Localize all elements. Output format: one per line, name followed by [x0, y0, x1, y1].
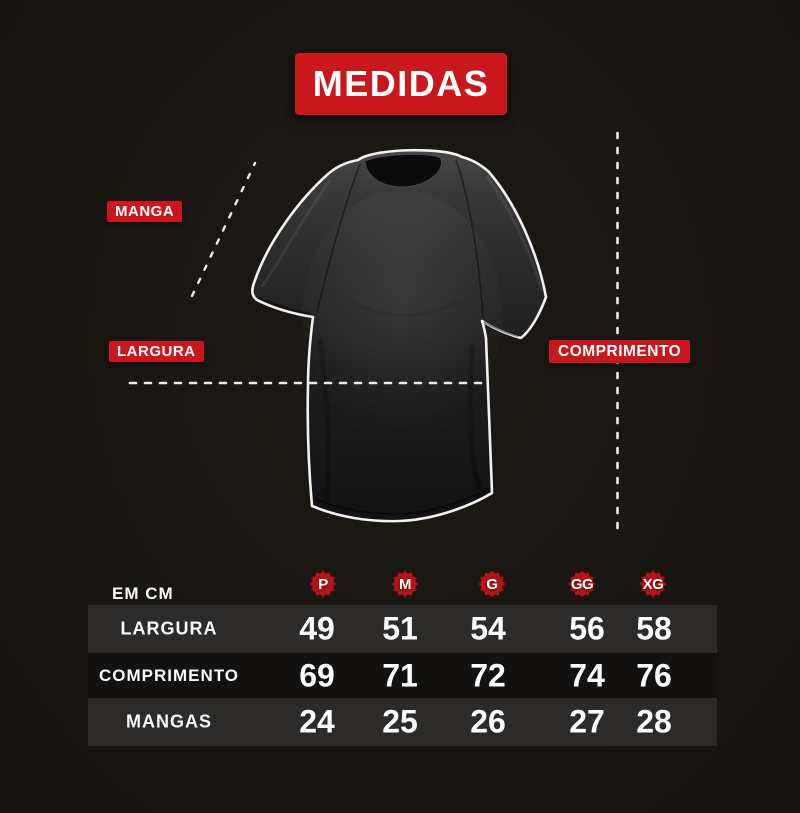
measurement-cell: 72: [470, 657, 506, 693]
measurement-cell: 76: [636, 657, 672, 693]
measurement-cell: 25: [382, 703, 418, 740]
measurement-cell: 56: [569, 610, 605, 647]
manga-label-badge: MANGA: [107, 201, 183, 222]
row-label: LARGURA: [120, 618, 218, 639]
measurement-cell: 69: [299, 657, 335, 693]
measurement-cell: 49: [299, 610, 335, 647]
size-seal-letter: G: [486, 575, 498, 593]
row-label: MANGAS: [126, 711, 212, 732]
collar-opening: [364, 153, 443, 188]
tshirt-illustration: [251, 148, 548, 523]
size-seal-gg: GG: [567, 569, 597, 599]
measurement-cell: 54: [470, 610, 506, 647]
title-badge: MEDIDAS: [295, 53, 507, 115]
seal-rosette-icon: [309, 570, 337, 598]
size-seal-xg: XG: [638, 569, 668, 599]
measurement-cell: 26: [470, 703, 506, 740]
seal-rosette-icon: [639, 570, 667, 598]
measurement-cell: 51: [382, 610, 418, 647]
measurement-row-comprimento: COMPRIMENTO 69 71 72 74 76: [88, 653, 717, 698]
seal-rosette-icon: [478, 570, 506, 598]
measurement-cell: 58: [636, 610, 672, 647]
size-seal-letter: P: [318, 575, 328, 593]
seal-rosette-icon: [568, 570, 596, 598]
measurement-cell: 74: [569, 657, 605, 693]
seal-rosette-icon: [391, 570, 419, 598]
comprimento-label-badge: COMPRIMENTO: [549, 340, 691, 363]
measurement-row-largura: LARGURA 49 51 54 56 58: [88, 605, 717, 653]
unit-label: EM CM: [112, 584, 174, 603]
size-seal-p: P: [308, 569, 338, 599]
measurement-cell: 27: [569, 703, 605, 740]
measurement-row-mangas: MANGAS 24 25 26 27 28: [88, 698, 717, 746]
size-seal-m: M: [390, 569, 420, 599]
row-label: COMPRIMENTO: [98, 665, 240, 685]
size-seal-letter: M: [399, 575, 412, 593]
largura-label-badge: LARGURA: [109, 341, 204, 362]
size-seal-g: G: [477, 569, 507, 599]
page-title: MEDIDAS: [312, 63, 490, 104]
measurement-cell: 28: [636, 703, 672, 740]
measurement-cell: 24: [299, 703, 335, 740]
size-seal-letter: XG: [642, 575, 664, 593]
measurement-cell: 71: [382, 657, 418, 693]
size-seal-letter: GG: [570, 575, 594, 593]
